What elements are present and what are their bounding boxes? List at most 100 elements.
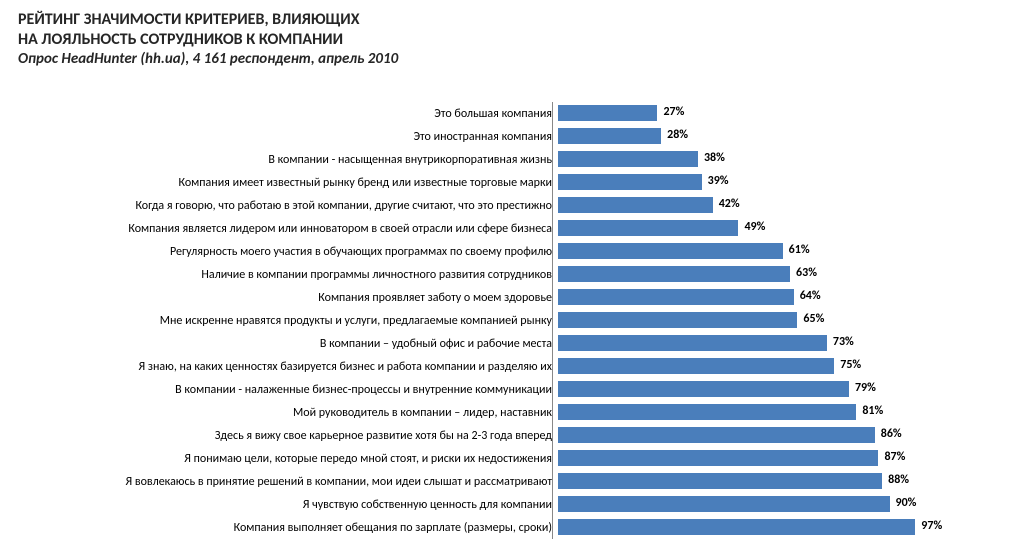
- bar-plot: 42%: [558, 194, 1000, 217]
- bar-plot: 61%: [558, 240, 1000, 263]
- bar-chart: Это большая компания27%Это иностранная к…: [0, 102, 1011, 539]
- bar-value: 39%: [708, 174, 729, 188]
- bar-value: 81%: [862, 404, 883, 418]
- bar-label: Компания является лидером или инноваторо…: [0, 222, 558, 236]
- bar-plot: 75%: [558, 355, 1000, 378]
- chart-row: Я знаю, на каких ценностях базируется би…: [0, 355, 1011, 378]
- chart-row: Компания проявляет заботу о моем здоровь…: [0, 286, 1011, 309]
- bar-plot: 38%: [558, 148, 1000, 171]
- bar-value: 28%: [667, 128, 688, 142]
- chart-row: Мне искренне нравятся продукты и услуги,…: [0, 309, 1011, 332]
- bar-value: 88%: [888, 473, 909, 487]
- chart-row: Это большая компания27%: [0, 102, 1011, 125]
- bar: [558, 220, 738, 236]
- bar-label: Компания выполняет обещания по зарплате …: [0, 521, 558, 535]
- chart-row: Компания является лидером или инноваторо…: [0, 217, 1011, 240]
- bar-label: В компании – удобный офис и рабочие мест…: [0, 337, 558, 351]
- bar-plot: 65%: [558, 309, 1000, 332]
- bar-plot: 63%: [558, 263, 1000, 286]
- bar-label: Компания имеет известный рынку бренд или…: [0, 176, 558, 190]
- bar: [558, 473, 882, 489]
- y-axis-line: [552, 102, 553, 539]
- title-block: РЕЙТИНГ ЗНАЧИМОСТИ КРИТЕРИЕВ, ВЛИЯЮЩИХ Н…: [18, 10, 398, 69]
- bar-label: Это иностранная компания: [0, 130, 558, 144]
- bar: [558, 128, 661, 144]
- bar-value: 75%: [840, 358, 861, 372]
- bar-label: Мне искренне нравятся продукты и услуги,…: [0, 314, 558, 328]
- bar: [558, 243, 783, 259]
- bar-value: 86%: [881, 427, 902, 441]
- bar-plot: 79%: [558, 378, 1000, 401]
- bar: [558, 427, 875, 443]
- bar-plot: 90%: [558, 493, 1000, 516]
- chart-row: Я чувствую собственную ценность для комп…: [0, 493, 1011, 516]
- bar-value: 79%: [855, 381, 876, 395]
- bar-plot: 88%: [558, 470, 1000, 493]
- bar-value: 64%: [800, 289, 821, 303]
- bar: [558, 266, 790, 282]
- bar: [558, 289, 794, 305]
- bar: [558, 197, 713, 213]
- subtitle: Опрос HeadHunter (hh.ua), 4 161 респонде…: [18, 50, 398, 69]
- chart-page: РЕЙТИНГ ЗНАЧИМОСТИ КРИТЕРИЕВ, ВЛИЯЮЩИХ Н…: [0, 0, 1011, 560]
- bar-plot: 86%: [558, 424, 1000, 447]
- bar-label: Здесь я вижу свое карьерное развитие хот…: [0, 429, 558, 443]
- bar: [558, 105, 657, 121]
- bar-value: 42%: [719, 197, 740, 211]
- bar-value: 27%: [663, 105, 684, 119]
- bar-label: В компании - насыщенная внутрикорпоратив…: [0, 153, 558, 167]
- bar-plot: 87%: [558, 447, 1000, 470]
- chart-row: В компании – удобный офис и рабочие мест…: [0, 332, 1011, 355]
- chart-row: Я понимаю цели, которые передо мной стоя…: [0, 447, 1011, 470]
- bar: [558, 450, 878, 466]
- chart-row: Мой руководитель в компании – лидер, нас…: [0, 401, 1011, 424]
- bar-plot: 73%: [558, 332, 1000, 355]
- chart-row: Наличие в компании программы личностного…: [0, 263, 1011, 286]
- bar-plot: 27%: [558, 102, 1000, 125]
- bar: [558, 358, 834, 374]
- bar-value: 73%: [833, 335, 854, 349]
- bar-label: Мой руководитель в компании – лидер, нас…: [0, 406, 558, 420]
- bar: [558, 381, 849, 397]
- bar: [558, 174, 702, 190]
- chart-row: Я вовлекаюсь в принятие решений в компан…: [0, 470, 1011, 493]
- bar-label: Я вовлекаюсь в принятие решений в компан…: [0, 475, 558, 489]
- bar-label: Я понимаю цели, которые передо мной стоя…: [0, 452, 558, 466]
- bar-value: 87%: [884, 450, 905, 464]
- bar-label: Когда я говорю, что работаю в этой компа…: [0, 199, 558, 213]
- bar: [558, 151, 698, 167]
- bar-label: Регулярность моего участия в обучающих п…: [0, 245, 558, 259]
- bar-label: Наличие в компании программы личностного…: [0, 268, 558, 282]
- title-line-2: НА ЛОЯЛЬНОСТЬ СОТРУДНИКОВ К КОМПАНИИ: [18, 30, 398, 50]
- bar: [558, 404, 856, 420]
- bar-label: Я знаю, на каких ценностях базируется би…: [0, 360, 558, 374]
- chart-row: Компания имеет известный рынку бренд или…: [0, 171, 1011, 194]
- bar-plot: 28%: [558, 125, 1000, 148]
- chart-row: В компании - налаженные бизнес-процессы …: [0, 378, 1011, 401]
- bar-value: 61%: [789, 243, 810, 257]
- bar-plot: 97%: [558, 516, 1000, 539]
- chart-row: В компании - насыщенная внутрикорпоратив…: [0, 148, 1011, 171]
- bar-plot: 64%: [558, 286, 1000, 309]
- chart-row: Это иностранная компания 28%: [0, 125, 1011, 148]
- chart-row: Здесь я вижу свое карьерное развитие хот…: [0, 424, 1011, 447]
- chart-row: Регулярность моего участия в обучающих п…: [0, 240, 1011, 263]
- chart-row: Компания выполняет обещания по зарплате …: [0, 516, 1011, 539]
- bar-label: Компания проявляет заботу о моем здоровь…: [0, 291, 558, 305]
- bar-plot: 49%: [558, 217, 1000, 240]
- bar-value: 65%: [803, 312, 824, 326]
- bar: [558, 496, 890, 512]
- title-line-1: РЕЙТИНГ ЗНАЧИМОСТИ КРИТЕРИЕВ, ВЛИЯЮЩИХ: [18, 10, 398, 30]
- bar: [558, 335, 827, 351]
- bar-label: В компании - налаженные бизнес-процессы …: [0, 383, 558, 397]
- chart-row: Когда я говорю, что работаю в этой компа…: [0, 194, 1011, 217]
- bar-value: 90%: [896, 496, 917, 510]
- bar-label: Я чувствую собственную ценность для комп…: [0, 498, 558, 512]
- bar-value: 49%: [744, 220, 765, 234]
- bar-plot: 39%: [558, 171, 1000, 194]
- bar-value: 63%: [796, 266, 817, 280]
- bar-value: 38%: [704, 151, 725, 165]
- bar: [558, 519, 915, 535]
- bar-value: 97%: [921, 519, 942, 533]
- bar-plot: 81%: [558, 401, 1000, 424]
